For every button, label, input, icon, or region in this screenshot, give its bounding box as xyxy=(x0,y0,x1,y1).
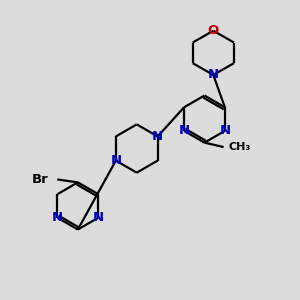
Text: N: N xyxy=(110,154,122,167)
Text: CH₃: CH₃ xyxy=(229,142,251,152)
Text: N: N xyxy=(52,211,63,224)
Text: N: N xyxy=(178,124,190,137)
Text: N: N xyxy=(219,124,230,137)
Text: O: O xyxy=(208,24,219,37)
Text: N: N xyxy=(93,211,104,224)
Text: N: N xyxy=(208,68,219,81)
Text: Br: Br xyxy=(32,173,48,186)
Text: N: N xyxy=(152,130,163,143)
